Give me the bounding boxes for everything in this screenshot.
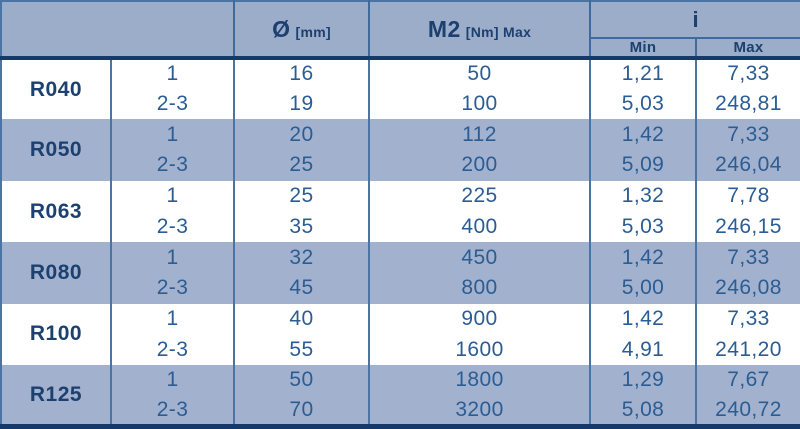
row-group-label: R080: [1, 242, 111, 304]
table-cell: 50: [368, 58, 590, 89]
table-cell: 7,67: [695, 365, 800, 396]
table-cell: 241,20: [695, 334, 800, 366]
table-cell: 55: [233, 334, 369, 366]
table-cell: 1: [110, 119, 234, 151]
table-cell: 7,33: [695, 242, 800, 273]
table-cell: 1,32: [589, 180, 696, 212]
row-group-label: R100: [29, 322, 83, 346]
header-diameter: Ø [mm]: [233, 1, 369, 60]
table-cell: 1: [110, 242, 234, 273]
table-cell: 400: [368, 211, 590, 243]
table-cell: 246,15: [695, 211, 800, 243]
table-cell: 225: [368, 180, 590, 212]
row-group-label: R050: [1, 119, 111, 181]
table-cell: 7,78: [695, 180, 800, 212]
table-body: R040 1 16 50 1,21 7,33 2-3 19 100 5,03 248,81 R050 1…: [1, 58, 800, 427]
table-row: 2-3 25 200 5,09 246,04: [1, 150, 800, 181]
table-cell: 900: [368, 303, 590, 335]
table-row: 2-3 55 1600 4,91 241,20: [1, 334, 800, 366]
table-cell: 2-3: [110, 334, 234, 366]
table-cell: 112: [368, 119, 590, 151]
table-cell: 1,42: [589, 119, 696, 151]
table-row: R125 1 50 1800 1,29 7,67: [1, 365, 800, 427]
table-header: Ø [mm] M2 [Nm] Max i Min Max: [1, 1, 800, 60]
table-cell: 19: [233, 88, 369, 120]
table-cell: 240,72: [695, 395, 800, 427]
table-cell: 16: [233, 58, 369, 89]
table-cell: 2-3: [110, 150, 234, 181]
table-cell: 4,91: [589, 334, 696, 366]
table-cell: 1: [110, 303, 234, 335]
header-ratio: i: [589, 1, 800, 39]
table-cell: 2-3: [110, 211, 234, 243]
table-row: 2-3 35 400 5,03 246,15: [1, 211, 800, 243]
diameter-unit: [mm]: [295, 23, 331, 40]
table-cell: 1,42: [589, 242, 696, 273]
table-cell: 25: [233, 150, 369, 181]
table-cell: 2-3: [110, 88, 234, 120]
header-corner-cell: [1, 1, 234, 60]
header-row-sub: Min Max: [1, 38, 800, 60]
table-cell: 246,04: [695, 150, 800, 181]
row-group-label: R063: [29, 199, 83, 223]
table-row: 2-3 70 3200 5,08 240,72: [1, 395, 800, 427]
table-cell: 1,29: [589, 365, 696, 396]
table-row: 2-3 45 800 5,00 246,08: [1, 272, 800, 304]
table-cell: 1,42: [589, 303, 696, 335]
table-cell: 7,33: [695, 58, 800, 89]
table-cell: 1600: [368, 334, 590, 366]
table-cell: 2-3: [110, 272, 234, 304]
table-row: R040 1 16 50 1,21 7,33: [1, 58, 800, 101]
table-row: R080 1 32 450 1,42 7,33: [1, 242, 800, 304]
table-cell: 1: [110, 365, 234, 396]
table-cell: 5,03: [589, 88, 696, 120]
table-cell: 25: [233, 180, 369, 212]
header-ratio-max: Max: [695, 38, 800, 60]
table-cell: 200: [368, 150, 590, 181]
table-cell: 5,03: [589, 211, 696, 243]
table-cell: 1,21: [589, 58, 696, 89]
table-cell: 3200: [368, 395, 590, 427]
table-cell: 35: [233, 211, 369, 243]
table-row: R100 1 40 900 1,42 7,33: [1, 303, 800, 345]
table-cell: 450: [368, 242, 590, 273]
table-cell: 70: [233, 395, 369, 427]
table-cell: 32: [233, 242, 369, 273]
table-cell: 5,08: [589, 395, 696, 427]
torque-symbol: M2: [427, 15, 461, 42]
table-cell: 7,33: [695, 119, 800, 151]
table-cell: 800: [368, 272, 590, 304]
table-cell: 2-3: [110, 395, 234, 427]
table-cell: 1800: [368, 365, 590, 396]
table-cell: 45: [233, 272, 369, 304]
header-ratio-min: Min: [589, 38, 696, 60]
table-cell: 1: [110, 58, 234, 89]
table-cell: 20: [233, 119, 369, 151]
table-row: R050 1 20 112 1,42 7,33: [1, 119, 800, 181]
table-cell: 100: [368, 88, 590, 120]
table-cell: 5,09: [589, 150, 696, 181]
table-cell: 246,08: [695, 272, 800, 304]
header-row-top: Ø [mm] M2 [Nm] Max i: [1, 1, 800, 60]
table-cell: 50: [233, 365, 369, 396]
table-cell: 40: [233, 303, 369, 335]
table-row: R063 1 25 225 1,32 7,78: [1, 180, 800, 223]
row-group-label: R040: [29, 77, 83, 101]
table-row: 2-3 19 100 5,03 248,81: [1, 88, 800, 120]
header-torque: M2 [Nm] Max: [368, 1, 590, 60]
table-cell: 5,00: [589, 272, 696, 304]
table-cell: 7,33: [695, 303, 800, 335]
table-cell: 1: [110, 180, 234, 212]
torque-unit: [Nm] Max: [465, 23, 532, 40]
table-cell: 248,81: [695, 88, 800, 120]
diameter-symbol: Ø: [272, 15, 291, 42]
row-group-label: R125: [1, 365, 111, 427]
